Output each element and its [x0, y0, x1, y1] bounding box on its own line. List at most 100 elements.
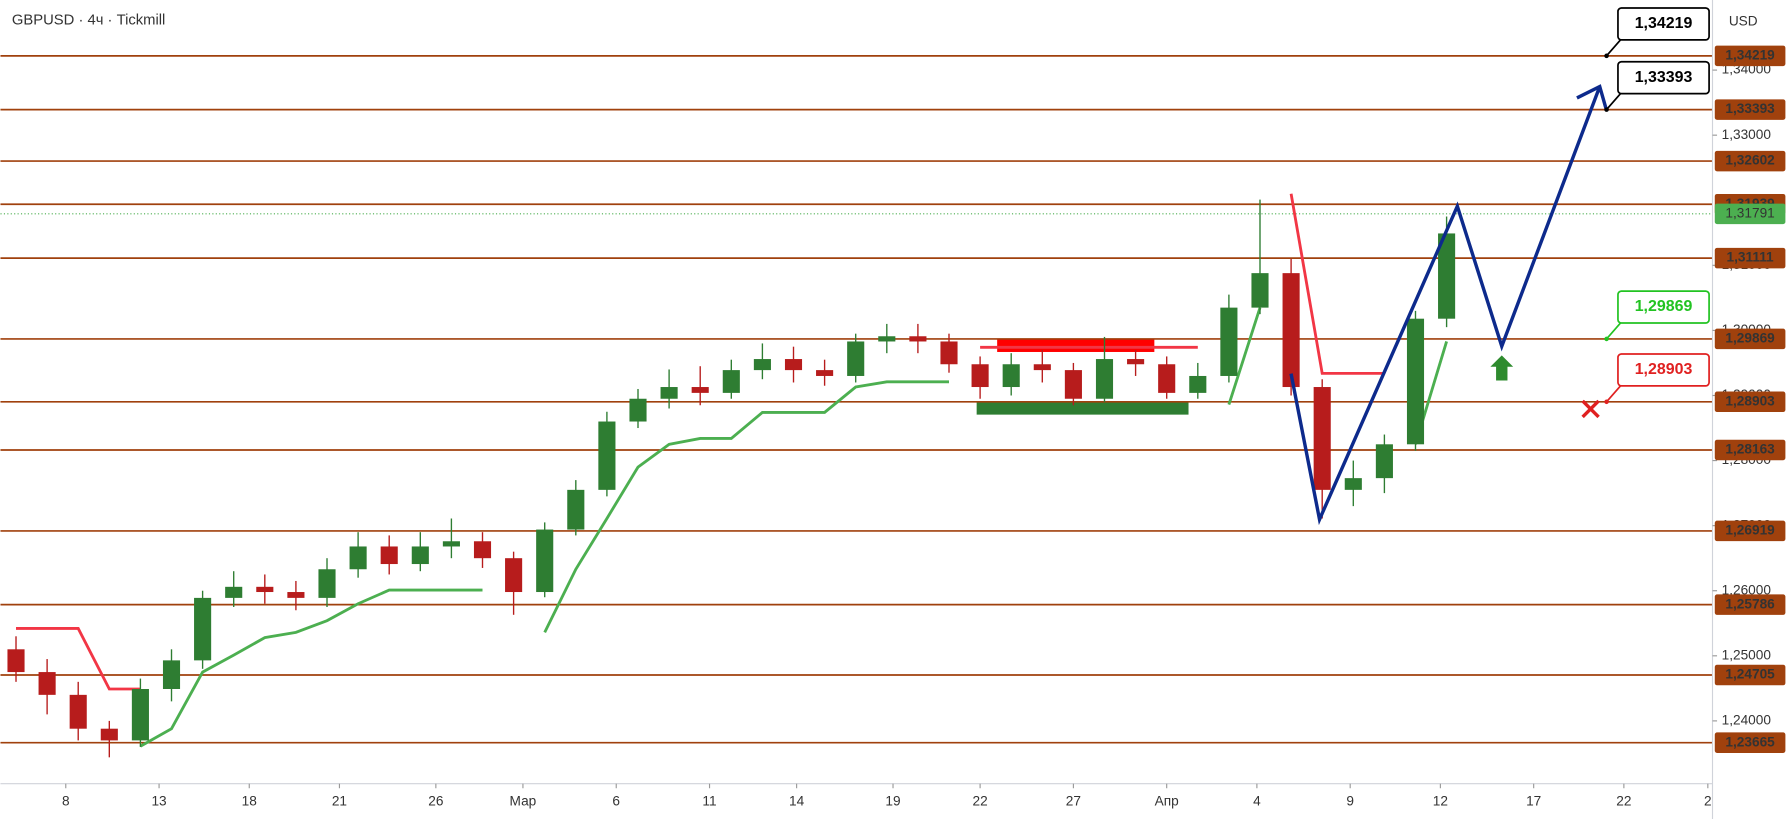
x-tick-label: 22	[1616, 794, 1631, 809]
level-label: 1,31111	[1727, 250, 1775, 265]
x-tick-label: Апр	[1155, 794, 1180, 809]
level-label: 1,26919	[1725, 523, 1775, 538]
callout-pointer	[1605, 37, 1624, 57]
level-label-bg	[1714, 150, 1786, 172]
callout-box	[1617, 60, 1710, 95]
x-tick-label: 14	[789, 794, 805, 809]
candle-body	[256, 586, 274, 593]
callout-dot	[1604, 399, 1609, 405]
candle-body	[442, 541, 460, 547]
candle-body	[1251, 273, 1269, 308]
candle-body	[1033, 364, 1051, 371]
candle-body	[722, 370, 740, 393]
front-layer: 1,34219 1,33393 1,29869 1,28903	[1289, 7, 1710, 526]
forecast-arrowhead	[1576, 84, 1609, 111]
candle-body	[1313, 387, 1331, 490]
support-zone	[976, 402, 1189, 415]
callout-label: 1,28903	[1635, 361, 1693, 378]
candle-body	[629, 398, 647, 422]
candle-body	[847, 341, 865, 376]
y-tick-label: 1,25000	[1722, 647, 1772, 662]
candle-body	[7, 649, 25, 673]
candle-body	[1127, 359, 1145, 365]
candle-body	[1064, 370, 1082, 399]
x-tick-label: 17	[1526, 794, 1541, 809]
candle-body	[194, 597, 212, 661]
forecast-path	[1289, 85, 1602, 526]
level-label-bg	[1714, 520, 1786, 542]
candle-body	[660, 387, 678, 399]
chart-title: GBPUSD · 4ч · Tickmill	[12, 12, 166, 28]
candle-body	[1344, 478, 1362, 490]
candle-body	[1158, 364, 1176, 393]
candle-body	[598, 421, 616, 490]
candle-body	[349, 546, 367, 570]
candle-body	[38, 672, 56, 695]
stop-cross	[1581, 399, 1600, 419]
last-price-bg	[1714, 203, 1786, 225]
callout-dot	[1604, 336, 1609, 342]
candle-body	[318, 569, 336, 598]
candle-body	[940, 341, 958, 365]
level-label-bg	[1714, 247, 1786, 269]
y-tick-label: 1,33000	[1722, 127, 1772, 142]
candle-body	[69, 694, 87, 729]
y-tick-label: 1,26000	[1722, 582, 1772, 597]
level-label: 1,25786	[1725, 596, 1775, 611]
x-tick-label: 11	[702, 794, 716, 809]
level-label-bg	[1714, 732, 1786, 753]
candle-body	[380, 546, 398, 565]
candle-body	[100, 728, 118, 741]
last-price-label: 1,31791	[1725, 205, 1774, 220]
callout-box	[1617, 353, 1710, 387]
callout-label: 1,34219	[1635, 15, 1693, 32]
x-tick-label: 2	[1704, 794, 1712, 809]
level-label: 1,32602	[1725, 153, 1775, 168]
candle-body	[1002, 364, 1020, 388]
level-label: 1,24705	[1725, 667, 1775, 682]
candle-body	[1438, 233, 1456, 319]
level-label-bg	[1714, 99, 1786, 120]
candle-body	[1189, 375, 1207, 393]
level-label-bg	[1714, 664, 1786, 686]
candle-body	[1220, 307, 1238, 376]
indicator-line	[139, 307, 1448, 748]
callout-box	[1617, 290, 1710, 324]
x-tick-label: 12	[1433, 794, 1448, 809]
callout-dot	[1604, 107, 1609, 112]
candle-body	[505, 558, 523, 593]
level-label: 1,33393	[1725, 101, 1775, 116]
candle-body	[753, 359, 771, 371]
callout-dot	[1604, 53, 1609, 59]
candle-body	[287, 592, 305, 598]
candle-body	[1282, 273, 1300, 388]
y-tick-label: 1,24000	[1722, 712, 1772, 727]
level-label: 1,23665	[1725, 734, 1775, 749]
x-tick-label: 4	[1253, 794, 1261, 809]
resistance-zone	[997, 339, 1155, 352]
x-tick-label: 26	[428, 794, 443, 809]
candle-body	[971, 364, 989, 388]
candle-body	[567, 489, 585, 530]
buy-arrow	[1490, 355, 1514, 381]
candle-body	[909, 336, 927, 342]
candle-body	[816, 370, 834, 376]
x-tick-label: Мар	[510, 794, 537, 809]
currency-label: USD	[1729, 13, 1758, 28]
level-label-bg	[1714, 594, 1786, 615]
candle-body	[1095, 359, 1114, 399]
callout-box	[1617, 7, 1710, 41]
candle-body	[131, 688, 149, 741]
x-tick-label: 8	[62, 794, 70, 809]
indicator-line	[16, 193, 1385, 691]
level-label: 1,34219	[1725, 47, 1775, 62]
callout-pointer	[1605, 383, 1624, 403]
callout-pointer	[1605, 320, 1624, 340]
level-label: 1,28903	[1725, 393, 1775, 408]
x-tick-label: 21	[332, 794, 347, 809]
x-tick-label: 13	[151, 794, 166, 809]
x-tick-label: 6	[612, 794, 620, 809]
